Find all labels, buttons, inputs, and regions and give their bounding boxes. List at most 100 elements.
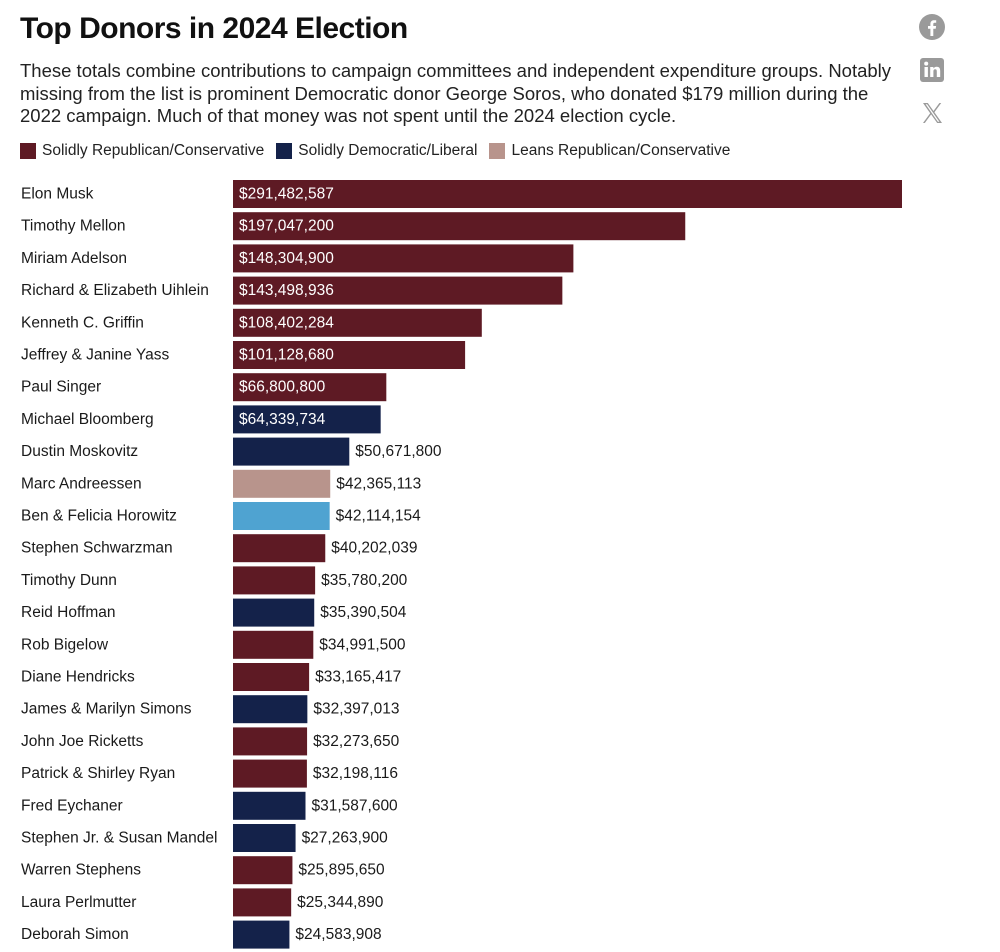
category-label: James & Marilyn Simons	[21, 701, 192, 718]
bar-timothy-dunn	[233, 566, 316, 595]
value-label: $27,263,900	[302, 830, 389, 847]
bar-chart: Elon Musk $291,482,587 Timothy Mellon $197,…	[21, 180, 902, 949]
bar-warren-stephens	[233, 856, 293, 885]
bar-row-elon-musk: Elon Musk $291,482,587	[21, 180, 902, 208]
value-label: $291,482,587	[239, 186, 334, 203]
bar-laura-perlmutter	[233, 888, 292, 917]
category-label: Richard & Elizabeth Uihlein	[21, 282, 209, 299]
value-label: $32,397,013	[313, 701, 399, 718]
x-icon[interactable]	[918, 99, 946, 127]
bar-row-kenneth-c-griffin: Kenneth C. Griffin $108,402,284	[21, 308, 482, 337]
facebook-icon[interactable]	[918, 13, 946, 41]
bar-row-stephen-jr-susan-mandel: Stephen Jr. & Susan Mandel $27,263,900	[21, 824, 388, 852]
value-label: $101,128,680	[239, 347, 334, 364]
bar-row-rob-bigelow: Rob Bigelow $34,991,500	[21, 630, 406, 659]
bar-kenneth-c-griffin	[233, 308, 482, 337]
category-label: Elon Musk	[21, 186, 94, 203]
bar-row-laura-perlmutter: Laura Perlmutter $25,344,890	[21, 888, 384, 917]
value-label: $42,365,113	[336, 475, 421, 492]
bar-row-stephen-schwarzman: Stephen Schwarzman $40,202,039	[21, 534, 417, 563]
bar-row-warren-stephens: Warren Stephens $25,895,650	[21, 856, 385, 885]
value-label: $66,800,800	[239, 379, 326, 396]
bar-jeffrey-janine-yass	[233, 341, 466, 369]
value-label: $32,198,116	[313, 765, 398, 782]
value-label: $24,583,908	[295, 926, 381, 943]
bar-row-james-marilyn-simons: James & Marilyn Simons $32,397,013	[21, 695, 400, 724]
category-label: Stephen Jr. & Susan Mandel	[21, 830, 217, 847]
bar-row-richard-elizabeth-uihlein: Richard & Elizabeth Uihlein $143,498,936	[21, 276, 563, 305]
bar-elon-musk	[233, 180, 902, 208]
value-label: $35,780,200	[321, 572, 408, 589]
bar-ben-felicia-horowitz	[233, 502, 330, 530]
chart-legend: Solidly Republican/Conservative Solidly …	[20, 142, 742, 160]
legend-item-dem: Solidly Democratic/Liberal	[276, 142, 477, 160]
linkedin-icon[interactable]	[918, 56, 946, 84]
category-label: Warren Stephens	[21, 862, 141, 879]
category-label: Deborah Simon	[21, 926, 129, 943]
category-label: Miriam Adelson	[21, 250, 127, 267]
bar-row-marc-andreessen: Marc Andreessen $42,365,113	[21, 469, 421, 498]
bar-john-joe-ricketts	[233, 727, 308, 756]
category-label: Diane Hendricks	[21, 669, 135, 686]
category-label: Kenneth C. Griffin	[21, 314, 144, 331]
category-label: Laura Perlmutter	[21, 894, 136, 911]
bar-row-diane-hendricks: Diane Hendricks $33,165,417	[21, 663, 401, 691]
category-label: Stephen Schwarzman	[21, 540, 173, 557]
category-label: Patrick & Shirley Ryan	[21, 765, 175, 782]
bar-row-jeffrey-janine-yass: Jeffrey & Janine Yass $101,128,680	[21, 341, 466, 369]
bar-james-marilyn-simons	[233, 695, 308, 724]
value-label: $35,390,504	[320, 604, 407, 621]
legend-swatch-dem	[276, 143, 293, 159]
value-label: $31,587,600	[311, 797, 398, 814]
bar-richard-elizabeth-uihlein	[233, 276, 563, 305]
bar-row-paul-singer: Paul Singer $66,800,800	[21, 373, 387, 402]
value-label: $32,273,650	[313, 733, 400, 750]
bar-stephen-schwarzman	[233, 534, 326, 563]
bar-row-patrick-shirley-ryan: Patrick & Shirley Ryan $32,198,116	[21, 759, 398, 788]
category-label: Dustin Moskovitz	[21, 443, 138, 460]
category-label: Timothy Mellon	[21, 218, 126, 235]
chart-subtitle: These totals combine contributions to ca…	[20, 60, 892, 126]
value-label: $108,402,284	[239, 314, 334, 331]
bar-row-michael-bloomberg: Michael Bloomberg $64,339,734	[21, 405, 381, 434]
value-label: $33,165,417	[315, 669, 401, 686]
category-label: Reid Hoffman	[21, 604, 115, 621]
legend-item-lean-rep: Leans Republican/Conservative	[489, 142, 730, 160]
chart-title: Top Donors in 2024 Election	[20, 12, 408, 45]
value-label: $50,671,800	[355, 443, 442, 460]
category-label: Rob Bigelow	[21, 636, 109, 653]
value-label: $197,047,200	[239, 218, 334, 235]
category-label: Jeffrey & Janine Yass	[21, 347, 169, 364]
category-label: Ben & Felicia Horowitz	[21, 508, 177, 525]
category-label: John Joe Ricketts	[21, 733, 144, 750]
bar-deborah-simon	[233, 920, 290, 949]
bar-stephen-jr-susan-mandel	[233, 824, 296, 852]
category-label: Timothy Dunn	[21, 572, 117, 589]
legend-swatch-lean-rep	[489, 143, 506, 159]
category-label: Marc Andreessen	[21, 475, 142, 492]
legend-swatch-rep	[20, 143, 36, 159]
bar-row-timothy-dunn: Timothy Dunn $35,780,200	[21, 566, 408, 595]
bar-row-dustin-moskovitz: Dustin Moskovitz $50,671,800	[21, 437, 442, 466]
legend-label-lean-rep: Leans Republican/Conservative	[511, 142, 731, 159]
bar-row-fred-eychaner: Fred Eychaner $31,587,600	[21, 791, 398, 820]
bar-miriam-adelson	[233, 244, 574, 273]
category-label: Fred Eychaner	[21, 797, 123, 814]
value-label: $64,339,734	[239, 411, 326, 428]
category-label: Michael Bloomberg	[21, 411, 154, 428]
bar-timothy-mellon	[233, 212, 686, 241]
bar-row-reid-hoffman: Reid Hoffman $35,390,504	[21, 598, 407, 627]
bar-row-miriam-adelson: Miriam Adelson $148,304,900	[21, 244, 574, 273]
category-label: Paul Singer	[21, 379, 101, 396]
legend-label-dem: Solidly Democratic/Liberal	[298, 142, 478, 159]
bar-paul-singer	[233, 373, 387, 402]
bar-dustin-moskovitz	[233, 437, 350, 466]
value-label: $148,304,900	[239, 250, 334, 267]
bar-diane-hendricks	[233, 663, 310, 691]
value-label: $40,202,039	[331, 540, 417, 557]
bar-fred-eychaner	[233, 791, 306, 820]
legend-label-rep: Solidly Republican/Conservative	[42, 142, 265, 159]
value-label: $25,895,650	[298, 862, 385, 879]
bar-marc-andreessen	[233, 469, 331, 498]
bar-row-timothy-mellon: Timothy Mellon $197,047,200	[21, 212, 686, 241]
